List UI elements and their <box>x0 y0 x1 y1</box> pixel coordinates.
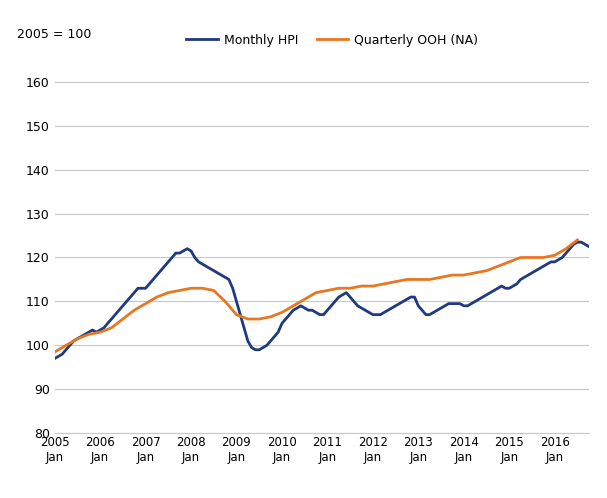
Quarterly OOH (NA) <box>119 316 126 322</box>
Quarterly OOH (NA) <box>278 309 285 315</box>
Quarterly OOH (NA) <box>494 263 501 269</box>
Quarterly OOH (NA) <box>267 314 274 320</box>
Quarterly OOH (NA) <box>324 287 331 293</box>
Quarterly OOH (NA) <box>563 246 570 251</box>
Quarterly OOH (NA) <box>108 325 115 331</box>
Quarterly OOH (NA) <box>483 268 490 274</box>
Monthly HPI <box>347 294 354 300</box>
Quarterly OOH (NA) <box>301 296 308 302</box>
Quarterly OOH (NA) <box>574 237 581 243</box>
Quarterly OOH (NA) <box>176 287 183 293</box>
Text: 2005 = 100: 2005 = 100 <box>17 28 92 41</box>
Quarterly OOH (NA) <box>85 331 92 337</box>
Quarterly OOH (NA) <box>290 303 297 309</box>
Quarterly OOH (NA) <box>188 285 195 291</box>
Quarterly OOH (NA) <box>403 276 410 282</box>
Quarterly OOH (NA) <box>51 349 58 355</box>
Quarterly OOH (NA) <box>449 272 456 278</box>
Quarterly OOH (NA) <box>222 298 229 304</box>
Quarterly OOH (NA) <box>154 294 161 300</box>
Quarterly OOH (NA) <box>164 290 172 296</box>
Quarterly OOH (NA) <box>97 329 104 335</box>
Quarterly OOH (NA) <box>347 285 354 291</box>
Quarterly OOH (NA) <box>358 283 365 289</box>
Quarterly OOH (NA) <box>381 281 388 287</box>
Quarterly OOH (NA) <box>198 285 206 291</box>
Quarterly OOH (NA) <box>460 272 467 278</box>
Monthly HPI <box>146 281 153 287</box>
Quarterly OOH (NA) <box>210 287 217 293</box>
Quarterly OOH (NA) <box>131 307 138 313</box>
Quarterly OOH (NA) <box>415 276 422 282</box>
Monthly HPI <box>502 285 509 291</box>
Quarterly OOH (NA) <box>244 316 251 322</box>
Quarterly OOH (NA) <box>142 301 149 307</box>
Quarterly OOH (NA) <box>369 283 376 289</box>
Quarterly OOH (NA) <box>73 336 81 342</box>
Quarterly OOH (NA) <box>506 259 513 265</box>
Line: Quarterly OOH (NA): Quarterly OOH (NA) <box>55 240 577 352</box>
Quarterly OOH (NA) <box>313 290 320 296</box>
Monthly HPI <box>51 356 58 362</box>
Quarterly OOH (NA) <box>63 343 70 349</box>
Quarterly OOH (NA) <box>233 312 240 318</box>
Quarterly OOH (NA) <box>256 316 263 322</box>
Quarterly OOH (NA) <box>335 285 342 291</box>
Quarterly OOH (NA) <box>551 252 558 258</box>
Monthly HPI <box>528 270 535 276</box>
Quarterly OOH (NA) <box>517 254 524 260</box>
Quarterly OOH (NA) <box>528 254 535 260</box>
Quarterly OOH (NA) <box>472 270 479 276</box>
Quarterly OOH (NA) <box>426 276 433 282</box>
Monthly HPI <box>301 305 308 311</box>
Quarterly OOH (NA) <box>438 274 445 280</box>
Legend: Monthly HPI, Quarterly OOH (NA): Monthly HPI, Quarterly OOH (NA) <box>181 29 483 52</box>
Quarterly OOH (NA) <box>540 254 547 260</box>
Quarterly OOH (NA) <box>392 279 399 285</box>
Line: Monthly HPI: Monthly HPI <box>55 174 607 359</box>
